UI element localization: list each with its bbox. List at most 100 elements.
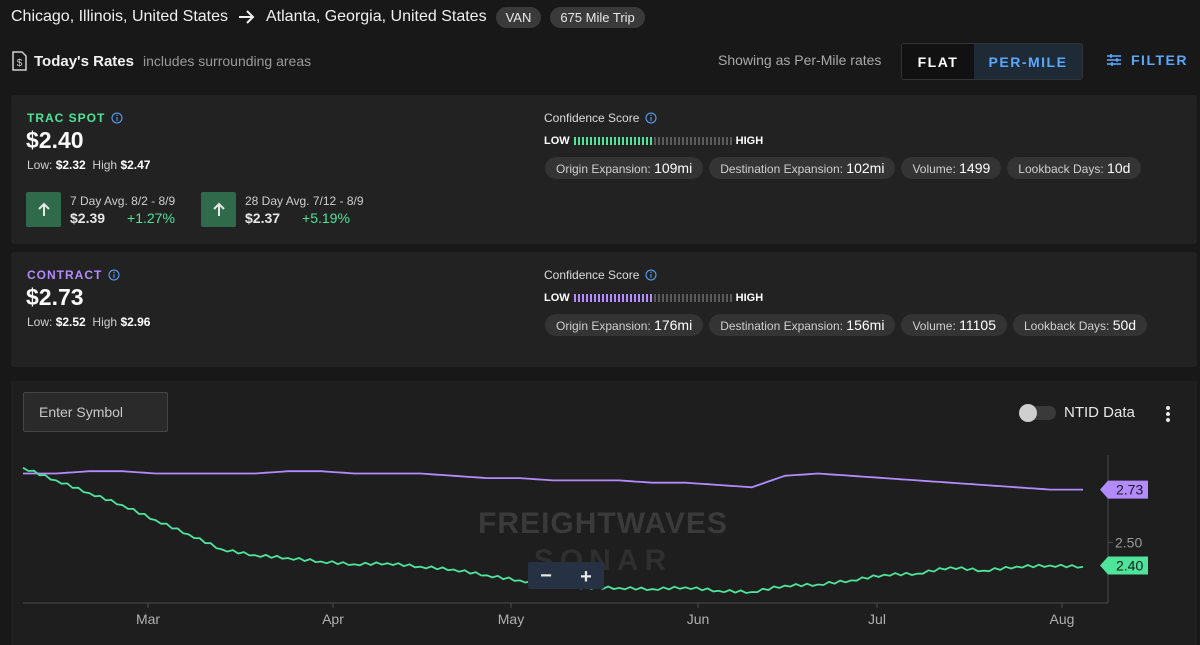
confidence-tick bbox=[701, 137, 704, 145]
document-dollar-icon: $ bbox=[12, 51, 27, 71]
confidence-tick bbox=[689, 294, 692, 302]
filter-button[interactable]: FILTER bbox=[1106, 52, 1188, 68]
confidence-tick bbox=[613, 294, 616, 302]
avg7-title: 7 Day Avg. 8/2 - 8/9 bbox=[70, 193, 176, 208]
confidence-tick bbox=[577, 294, 580, 302]
confidence-tick bbox=[693, 294, 696, 302]
zoom-out-button[interactable]: − bbox=[540, 565, 552, 587]
ntid-toggle[interactable]: NTID Data bbox=[1019, 403, 1135, 422]
confidence-tick bbox=[633, 137, 636, 145]
confidence-tick bbox=[585, 294, 588, 302]
flat-toggle-button[interactable]: FLAT bbox=[902, 44, 974, 79]
contract-label-row: CONTRACT bbox=[27, 268, 120, 282]
confidence-tick bbox=[661, 294, 664, 302]
last-value-tag bbox=[1100, 480, 1148, 499]
spot-confidence-meter: LOW HIGH bbox=[544, 135, 764, 147]
arrow-up-icon bbox=[26, 192, 61, 227]
confidence-tick bbox=[721, 294, 724, 302]
confidence-tick bbox=[725, 137, 728, 145]
contract-confidence-meter: LOW HIGH bbox=[544, 292, 764, 304]
confidence-tick bbox=[705, 137, 708, 145]
spot-low-high: Low: $2.32 High $2.47 bbox=[27, 158, 151, 172]
confidence-tick bbox=[633, 294, 636, 302]
avg28-pct: +5.19% bbox=[302, 209, 350, 226]
confidence-tick bbox=[601, 137, 604, 145]
spot-rate-panel: TRAC SPOT $2.40 Low: $2.32 High $2.47 7 … bbox=[11, 95, 1197, 244]
confidence-tick bbox=[609, 137, 612, 145]
confidence-tick bbox=[705, 294, 708, 302]
x-tick-label: Jun bbox=[687, 611, 710, 627]
confidence-bars bbox=[573, 294, 732, 302]
info-icon[interactable] bbox=[111, 112, 123, 124]
confidence-tick bbox=[677, 294, 680, 302]
contract-series-line bbox=[23, 470, 1083, 491]
info-icon[interactable] bbox=[645, 269, 657, 281]
confidence-tick bbox=[669, 294, 672, 302]
filter-label: FILTER bbox=[1131, 52, 1188, 68]
confidence-tick bbox=[641, 294, 644, 302]
confidence-tick bbox=[709, 137, 712, 145]
confidence-tick bbox=[669, 137, 672, 145]
confidence-bars bbox=[573, 137, 732, 145]
confidence-tick bbox=[729, 294, 732, 302]
destination-expansion-chip: Destination Expansion: 156mi bbox=[709, 314, 896, 336]
x-tick-label: Mar bbox=[136, 611, 160, 627]
zoom-in-button[interactable]: + bbox=[580, 566, 592, 588]
spot-confidence-label: Confidence Score bbox=[544, 111, 657, 125]
confidence-tick bbox=[593, 137, 596, 145]
confidence-tick bbox=[701, 294, 704, 302]
spot-label-row: TRAC SPOT bbox=[27, 111, 123, 125]
confidence-tick bbox=[573, 137, 576, 145]
confidence-tick bbox=[589, 294, 592, 302]
contract-label: CONTRACT bbox=[27, 268, 103, 282]
confidence-tick bbox=[629, 137, 632, 145]
x-tick-label: Apr bbox=[322, 611, 344, 627]
confidence-tick bbox=[621, 137, 624, 145]
confidence-tick bbox=[637, 294, 640, 302]
confidence-tick bbox=[581, 137, 584, 145]
confidence-tick bbox=[629, 294, 632, 302]
route-header: Chicago, Illinois, United States Atlanta… bbox=[11, 4, 645, 30]
confidence-tick bbox=[681, 137, 684, 145]
y-tick-label: 2.50 bbox=[1115, 535, 1142, 551]
symbol-input[interactable]: Enter Symbol bbox=[23, 392, 168, 432]
rates-title: Today's Rates bbox=[34, 52, 134, 70]
arrow-right-icon bbox=[239, 10, 255, 24]
origin-text: Chicago, Illinois, United States bbox=[11, 8, 228, 25]
twenty-eight-day-average: 28 Day Avg. 7/12 - 8/9 $2.37 +5.19% bbox=[201, 192, 364, 227]
toggle-switch[interactable] bbox=[1019, 403, 1056, 422]
confidence-tick bbox=[665, 137, 668, 145]
confidence-tick bbox=[653, 294, 656, 302]
volume-chip: Volume: 1499 bbox=[901, 157, 1002, 179]
confidence-tick bbox=[673, 137, 676, 145]
confidence-tick bbox=[665, 294, 668, 302]
seven-day-average: 7 Day Avg. 8/2 - 8/9 $2.39 +1.27% bbox=[26, 192, 175, 227]
contract-low-high: Low: $2.52 High $2.96 bbox=[27, 315, 151, 329]
kebab-menu-icon[interactable] bbox=[1165, 405, 1171, 423]
chart-panel bbox=[11, 381, 1197, 645]
x-tick-label: Jul bbox=[868, 611, 886, 627]
confidence-tick bbox=[621, 294, 624, 302]
confidence-tick bbox=[677, 137, 680, 145]
spot-price: $2.40 bbox=[26, 127, 84, 153]
rates-subtitle: includes surrounding areas bbox=[143, 53, 312, 69]
confidence-tick bbox=[625, 294, 628, 302]
info-icon[interactable] bbox=[645, 112, 657, 124]
confidence-tick bbox=[637, 137, 640, 145]
confidence-tick bbox=[601, 294, 604, 302]
volume-chip: Volume: 11105 bbox=[901, 314, 1007, 336]
showing-text: Showing as Per-Mile rates bbox=[718, 52, 882, 68]
avg28-value: $2.37 bbox=[245, 209, 281, 226]
avg7-value: $2.39 bbox=[70, 209, 106, 226]
confidence-tick bbox=[649, 294, 652, 302]
info-icon[interactable] bbox=[108, 269, 120, 281]
confidence-tick bbox=[649, 137, 652, 145]
rates-heading: $ Today's Rates includes surrounding are… bbox=[11, 50, 311, 72]
origin-expansion-chip: Origin Expansion: 176mi bbox=[545, 314, 704, 336]
origin-expansion-chip: Origin Expansion: 109mi bbox=[545, 157, 704, 179]
per-mile-toggle-button[interactable]: PER-MILE bbox=[974, 44, 1082, 79]
confidence-tick bbox=[577, 137, 580, 145]
confidence-tick bbox=[729, 137, 732, 145]
spot-chips: Origin Expansion: 109mi Destination Expa… bbox=[545, 157, 1142, 179]
confidence-tick bbox=[685, 137, 688, 145]
